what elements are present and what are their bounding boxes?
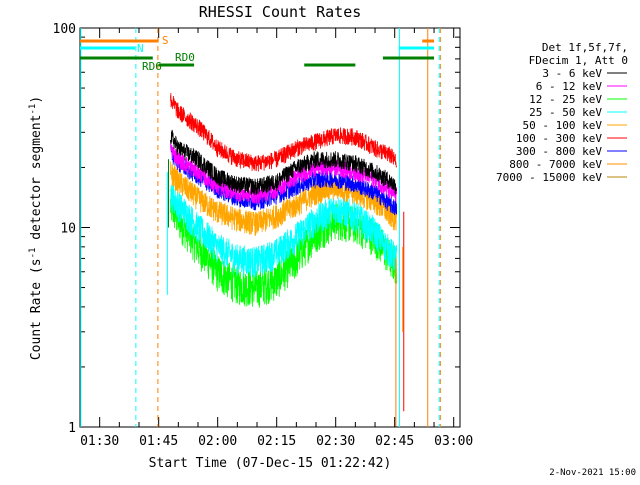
- series-line-3: [170, 182, 398, 278]
- x-tick-label-5: 02:45: [375, 434, 414, 449]
- legend-label-1: 6 - 12 keV: [536, 80, 603, 93]
- y-axis-label-suffix: ): [29, 96, 44, 104]
- x-tick-label-3: 02:15: [257, 434, 296, 449]
- chart-title: RHESSI Count Rates: [199, 3, 362, 21]
- plot-frame: [79, 27, 461, 428]
- x-tick-label-1: 01:45: [139, 434, 178, 449]
- legend-label-7: 800 - 7000 keV: [509, 158, 602, 171]
- footer-date: 2-Nov-2021 15:00: [549, 468, 636, 478]
- legend-label-0: 3 - 6 keV: [542, 67, 602, 80]
- legend-label-4: 50 - 100 keV: [523, 119, 603, 132]
- rd-label-RD0: RD0: [175, 51, 195, 64]
- legend-label-5: 100 - 300 keV: [516, 132, 602, 145]
- y-tick-label-1: 10: [60, 222, 76, 237]
- legend: Det 1f,5f,7f, FDecim 1, Att 0 3 - 6 keV6…: [496, 41, 628, 184]
- y-axis-label-prefix: Count Rate (s: [29, 258, 44, 360]
- series-line-4: [170, 161, 398, 236]
- x-tick-label-6: 03:00: [434, 434, 473, 449]
- x-axis-label: Start Time (07-Dec-15 01:22:42): [149, 456, 392, 471]
- series-line-5: [170, 92, 398, 172]
- series-line-0: [170, 129, 397, 196]
- legend-label-3: 25 - 50 keV: [529, 106, 602, 119]
- legend-header-line1: Det 1f,5f,7f,: [542, 41, 628, 54]
- y-tick-label-2: 100: [53, 22, 76, 37]
- y-axis: 1 10 100: [53, 22, 460, 436]
- x-axis: 01:30 01:45 02:00 02:15 02:30 02:45 03:00: [79, 28, 473, 449]
- y-axis-label-mid: detector segment: [29, 115, 44, 248]
- y-tick-label-0: 1: [68, 421, 76, 436]
- legend-header-line2: FDecim 1, Att 0: [529, 54, 628, 67]
- flag-label-N: N: [137, 42, 144, 55]
- flag-label-S: S: [162, 34, 169, 47]
- rd-label-RD6: RD6: [142, 60, 162, 73]
- y-axis-label-sup2: -1: [28, 104, 38, 115]
- x-tick-label-0: 01:30: [80, 434, 119, 449]
- legend-label-8: 7000 - 15000 keV: [496, 171, 602, 184]
- x-tick-label-4: 02:30: [316, 434, 355, 449]
- plot-area: [166, 92, 405, 427]
- y-axis-label: Count Rate (s-1 detector segment-1): [28, 96, 44, 360]
- legend-label-6: 300 - 800 keV: [516, 145, 602, 158]
- x-tick-label-2: 02:00: [198, 434, 237, 449]
- y-axis-label-sup1: -1: [28, 248, 38, 259]
- legend-label-2: 12 - 25 keV: [529, 93, 602, 106]
